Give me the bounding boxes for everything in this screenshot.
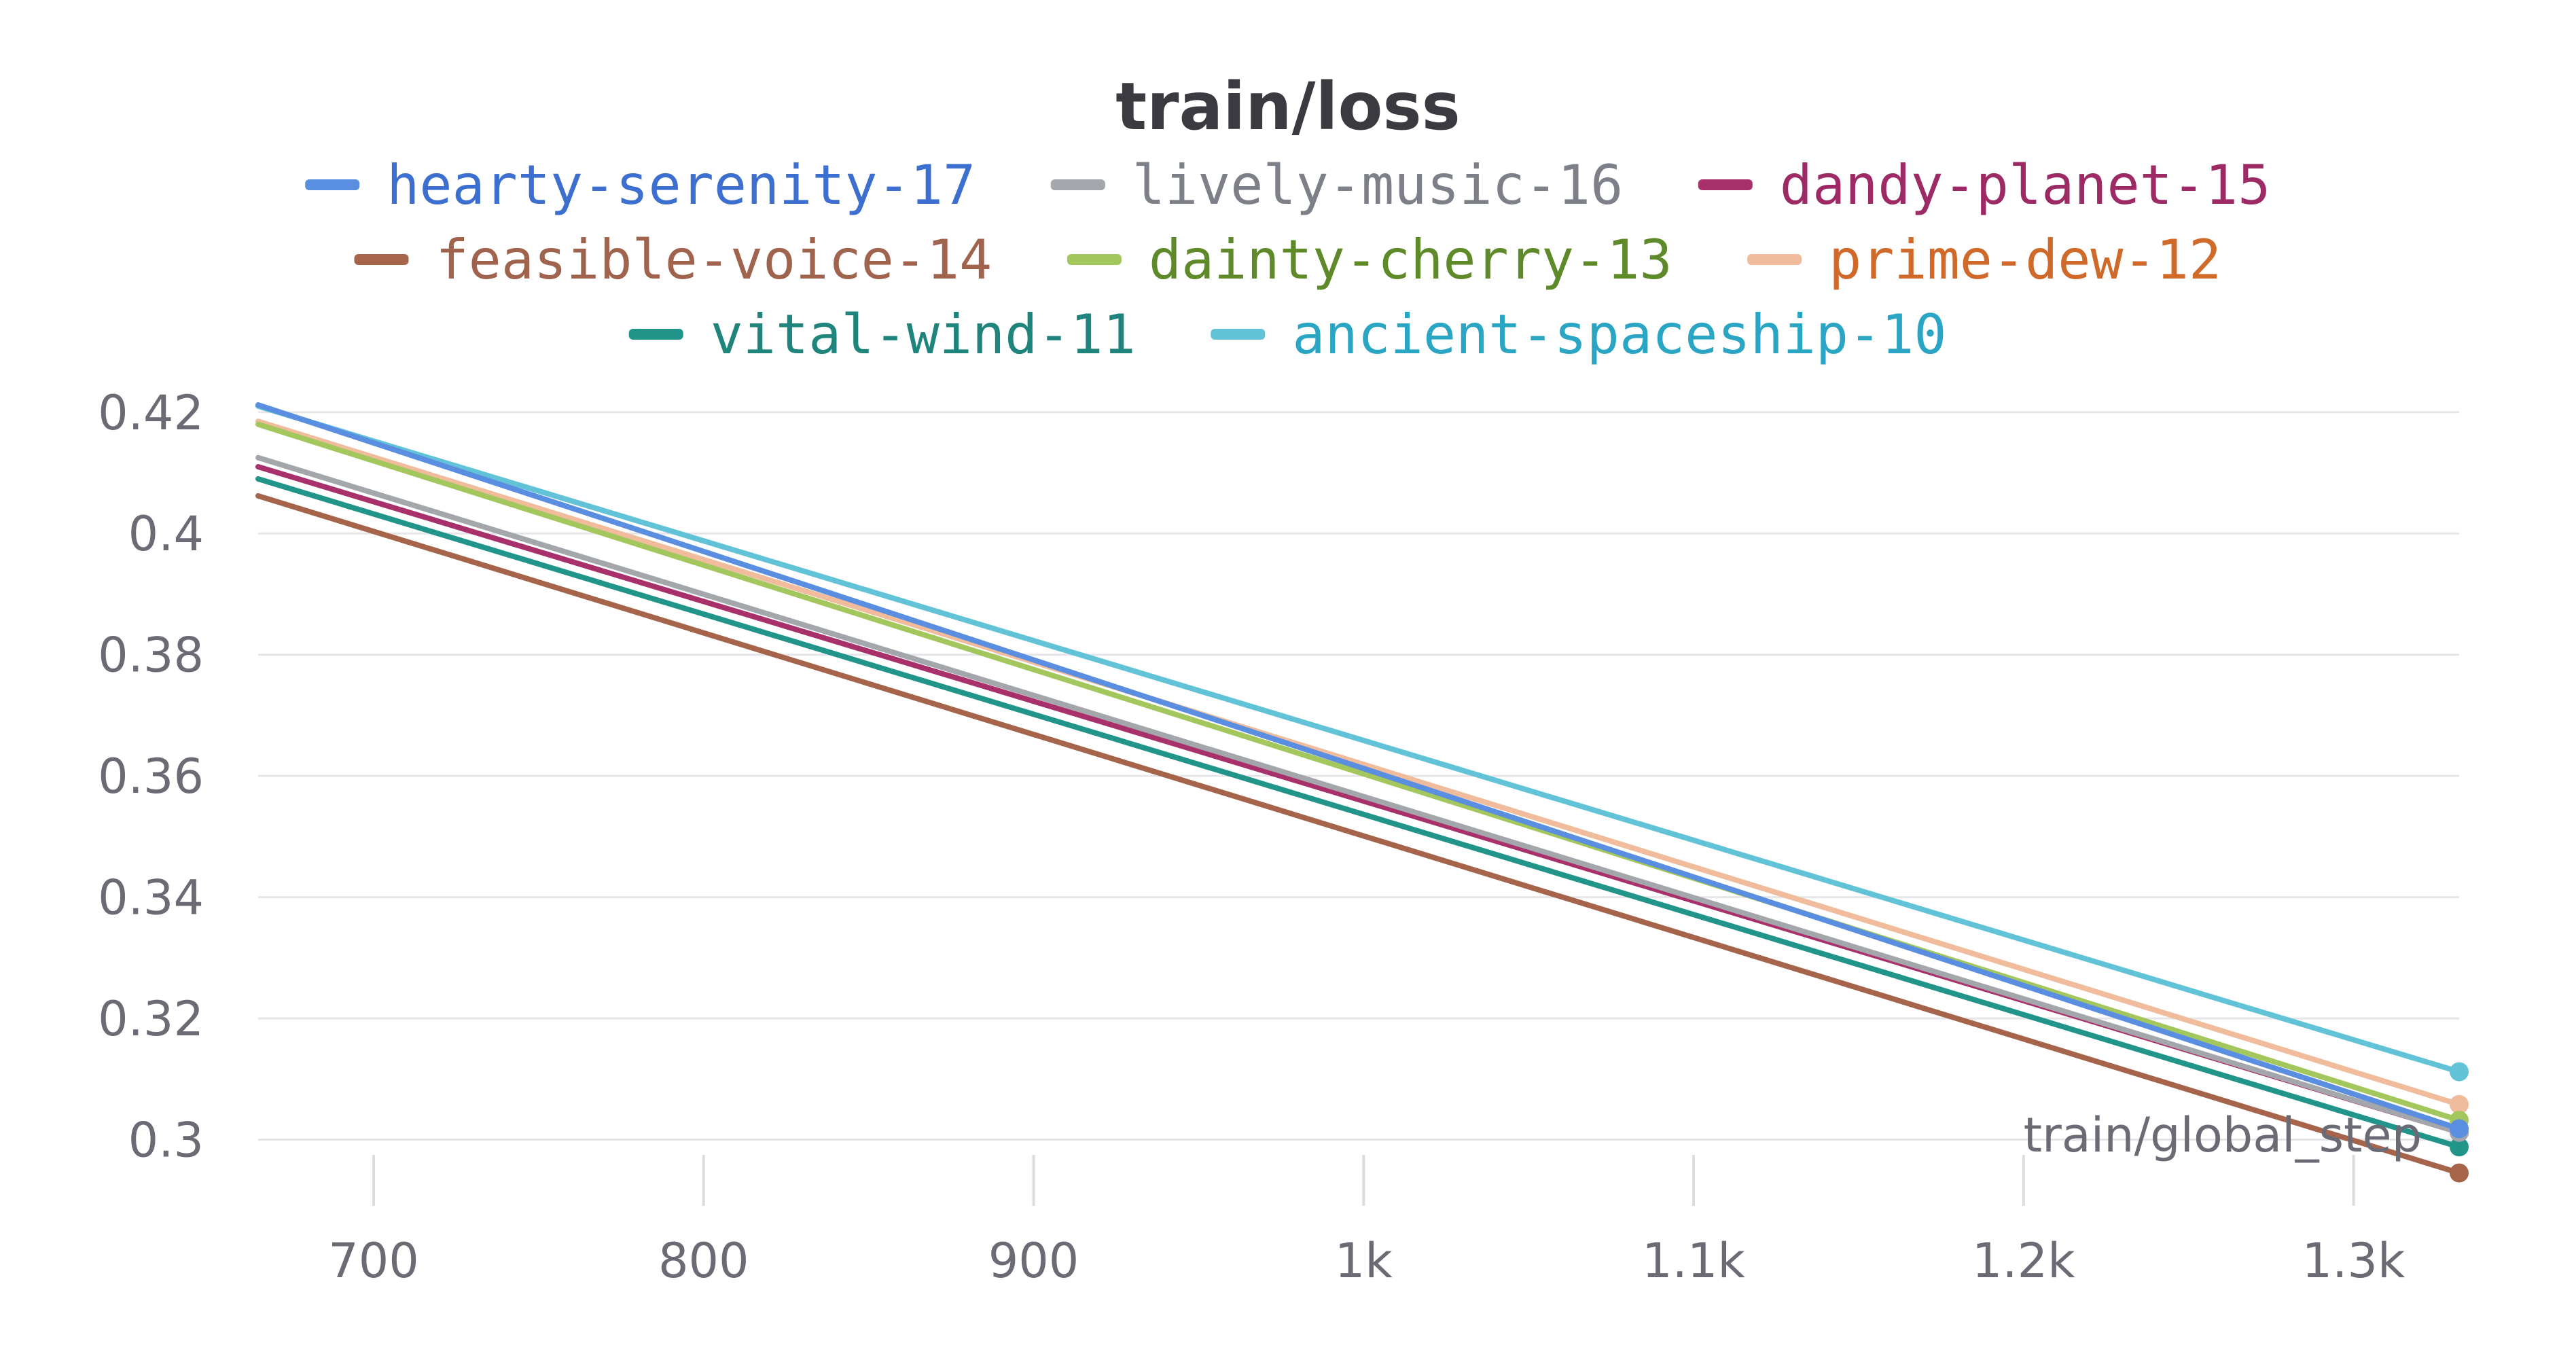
legend-label: vital-wind-11 xyxy=(711,303,1136,366)
x-tick-label: 1.1k xyxy=(1642,1233,1745,1289)
chart-title: train/loss xyxy=(1115,69,1460,145)
x-tick-label: 800 xyxy=(658,1233,749,1289)
legend-item: dainty-cherry-13 xyxy=(1067,228,1672,291)
legend-label: dainty-cherry-13 xyxy=(1149,228,1672,291)
legend-item: lively-music-16 xyxy=(1050,154,1623,217)
legend-item: vital-wind-11 xyxy=(628,303,1136,366)
y-axis: 0.3 0.32 0.34 0.36 0.38 0.4 0.42 xyxy=(98,385,204,1168)
series-line xyxy=(255,493,2462,1176)
legend-item: prime-dew-12 xyxy=(1747,228,2221,291)
legend-swatch xyxy=(1698,179,1753,190)
series-point xyxy=(2450,1094,2469,1114)
x-tick-label: 1.2k xyxy=(1972,1233,2075,1289)
x-tick-label: 1.3k xyxy=(2302,1233,2405,1289)
legend-swatch xyxy=(1050,179,1105,190)
legend-swatch xyxy=(305,179,360,190)
legend-label: hearty-serenity-17 xyxy=(387,154,976,217)
series-group xyxy=(255,402,2469,1183)
series-point xyxy=(2450,1137,2469,1157)
legend-label: ancient-spaceship-10 xyxy=(1292,303,1946,366)
series-point xyxy=(2450,1062,2469,1082)
legend-swatch xyxy=(1747,254,1802,265)
series-point xyxy=(2450,1119,2469,1139)
y-tick-label: 0.3 xyxy=(128,1113,204,1168)
series-line xyxy=(255,454,2462,1135)
legend-swatch xyxy=(1211,329,1266,340)
series-line xyxy=(255,421,2462,1123)
series-line xyxy=(255,403,2462,1075)
legend-item: dandy-planet-15 xyxy=(1698,154,2270,217)
y-tick-label: 0.38 xyxy=(98,628,204,683)
legend-label: prime-dew-12 xyxy=(1829,228,2221,291)
legend-swatch xyxy=(628,329,683,340)
y-tick-label: 0.36 xyxy=(98,749,204,804)
series-point xyxy=(2450,1163,2469,1183)
x-tick-label: 1k xyxy=(1335,1233,1393,1289)
legend-label: lively-music-16 xyxy=(1132,154,1623,217)
x-tick-label: 700 xyxy=(328,1233,419,1289)
legend-label: feasible-voice-14 xyxy=(436,228,992,291)
x-axis-title: train/global_step xyxy=(2024,1107,2422,1163)
series-line xyxy=(255,402,2462,1132)
series-line xyxy=(255,476,2462,1150)
y-tick-label: 0.32 xyxy=(98,991,204,1047)
x-axis: 700 800 900 1k 1.1k 1.2k 1.3k xyxy=(328,1155,2405,1289)
legend-item: feasible-voice-14 xyxy=(354,228,992,291)
legend-swatch xyxy=(354,254,409,265)
legend: hearty-serenity-17 lively-music-16 dandy-p… xyxy=(305,154,2270,366)
legend-item: ancient-spaceship-10 xyxy=(1211,303,1947,366)
legend-label: dandy-planet-15 xyxy=(1780,154,2270,217)
legend-item: hearty-serenity-17 xyxy=(305,154,976,217)
y-tick-label: 0.34 xyxy=(98,870,204,926)
x-tick-label: 900 xyxy=(988,1233,1079,1289)
y-tick-label: 0.42 xyxy=(98,385,204,441)
legend-swatch xyxy=(1067,254,1122,265)
series-line xyxy=(255,418,2462,1107)
y-tick-label: 0.4 xyxy=(128,506,204,562)
